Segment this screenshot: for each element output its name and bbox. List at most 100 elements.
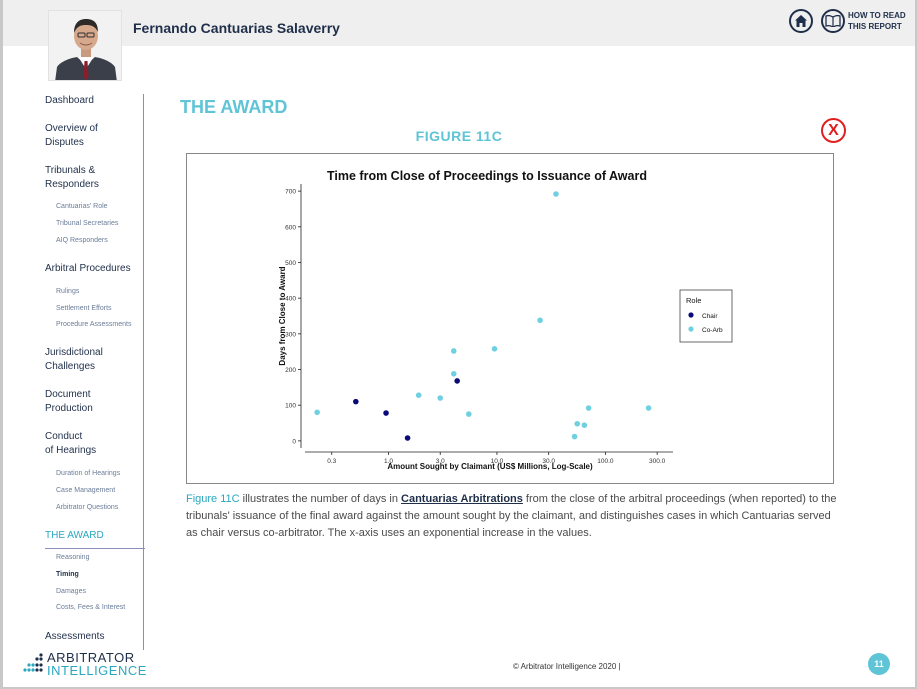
- y-tick-label: 400: [285, 296, 296, 303]
- sidebar-subitem-procedure-assessments[interactable]: Procedure Assessments: [56, 321, 132, 328]
- coarb-point: [553, 191, 559, 197]
- y-tick-label: 0: [292, 438, 296, 445]
- legend-title: Role: [686, 296, 701, 305]
- caption-link-arbitrations[interactable]: Cantuarias Arbitrations: [401, 493, 523, 505]
- report-page: Fernando Cantuarias Salaverry HOW TO REA…: [3, 0, 915, 687]
- sidebar-divider: [143, 94, 144, 650]
- sidebar-item-overview[interactable]: Overview of Disputes: [45, 122, 98, 150]
- sidebar-item-conduct[interactable]: Conduct of Hearings: [45, 430, 96, 458]
- home-button[interactable]: [789, 9, 813, 33]
- logo-text-line2: INTELLIGENCE: [47, 663, 147, 678]
- how-to-read-button[interactable]: [821, 9, 845, 33]
- sidebar-item-label: Disputes: [45, 137, 84, 148]
- chart-frame: Time from Close of Proceedings to Issuan…: [186, 153, 834, 484]
- portrait-image: [49, 11, 121, 80]
- section-title: THE AWARD: [180, 97, 288, 117]
- legend-label-coarb: Co-Arb: [702, 327, 723, 334]
- sidebar-subitem-cantuarias-role[interactable]: Cantuarias' Role: [56, 203, 108, 210]
- sidebar-item-the-award[interactable]: THE AWARD: [45, 530, 104, 541]
- coarb-point: [465, 411, 472, 417]
- x-tick-label: 3.0: [436, 458, 445, 465]
- coarb-point: [450, 370, 457, 377]
- how-to-read-line2: THIS REPORT: [848, 22, 902, 31]
- x-axis: 0.3 1.0 3.0 10.0 30.0 100.0 300.0: [305, 451, 673, 465]
- caption-figure-ref: Figure 11C: [186, 493, 240, 505]
- y-tick-label: 600: [285, 224, 296, 231]
- home-icon: [795, 15, 807, 27]
- logo-text-line1: ARBITRATOR: [47, 650, 135, 665]
- caption-text-2: from the close of the arbitral proceedin…: [186, 493, 837, 539]
- close-icon: X: [828, 121, 839, 139]
- x-tick-label: 30.0: [542, 458, 555, 465]
- coarb-point: [491, 346, 498, 352]
- profile-photo: [48, 10, 122, 81]
- legend-label-chair: Chair: [702, 313, 718, 320]
- sidebar-subitem-case-management[interactable]: Case Management: [56, 487, 116, 494]
- chart-title: Time from Close of Proceedings to Issuan…: [327, 169, 647, 183]
- coarb-point: [581, 422, 588, 428]
- sidebar-item-label: Tribunals &: [45, 165, 96, 176]
- y-tick-label: 100: [285, 403, 296, 410]
- y-tick-label: 500: [285, 260, 296, 267]
- sidebar-subitem-reasoning[interactable]: Reasoning: [56, 554, 90, 561]
- sidebar-item-jurisdictional[interactable]: Jurisdictional Challenges: [45, 346, 103, 374]
- sidebar-item-arbitral-procedures[interactable]: Arbitral Procedures: [45, 263, 131, 274]
- coarb-point: [585, 405, 592, 411]
- x-axis-label: Amount Sought by Claimant (US$ Millions,…: [387, 462, 593, 471]
- sidebar-item-label: Responders: [45, 179, 99, 190]
- active-underline: [45, 548, 145, 549]
- y-tick-label: 200: [285, 367, 296, 374]
- chair-point: [454, 378, 460, 384]
- chair-point: [404, 435, 411, 441]
- sidebar-subitem-aiq-responders[interactable]: AIQ Responders: [56, 237, 108, 244]
- coarb-point: [415, 392, 422, 398]
- scatter-chart: Time from Close of Proceedings to Issuan…: [278, 169, 733, 471]
- sidebar-subitem-timing[interactable]: Timing: [56, 571, 79, 578]
- sidebar-item-tribunals[interactable]: Tribunals & Responders: [45, 164, 99, 192]
- person-name: Fernando Cantuarias Salaverry: [133, 20, 340, 36]
- coarb-point: [571, 433, 578, 440]
- brand-logo: ARBITRATOR INTELLIGENCE: [23, 651, 146, 680]
- coarb-point: [437, 395, 444, 401]
- how-to-read-line1: HOW TO READ: [848, 11, 906, 20]
- sidebar-item-document-production[interactable]: Document Production: [45, 388, 93, 416]
- coarb-point: [314, 409, 320, 416]
- sidebar-subitem-duration[interactable]: Duration of Hearings: [56, 470, 121, 477]
- sidebar-item-label: Overview of: [45, 123, 98, 134]
- data-points: [314, 191, 652, 441]
- y-tick-label: 300: [285, 331, 296, 338]
- sidebar-subitem-tribunal-secretaries[interactable]: Tribunal Secretaries: [56, 220, 119, 227]
- y-axis-label: Days from Close to Award: [278, 266, 287, 365]
- sidebar-item-label: Challenges: [45, 361, 96, 372]
- caption-text-1: illustrates the number of days in: [239, 493, 402, 505]
- coarb-point: [450, 348, 457, 354]
- figure-title: FIGURE 11C: [415, 128, 503, 144]
- sidebar-item-label: Conduct: [45, 431, 83, 442]
- how-to-read-link[interactable]: HOW TO READ THIS REPORT: [848, 10, 906, 32]
- sidebar-subitem-settlement-efforts[interactable]: Settlement Efforts: [56, 305, 112, 312]
- sidebar-item-dashboard[interactable]: Dashboard: [45, 95, 94, 106]
- x-tick-label: 10.0: [491, 458, 504, 465]
- sidebar-subitem-rulings[interactable]: Rulings: [56, 288, 80, 295]
- sidebar-item-assessments[interactable]: Assessments: [45, 631, 105, 642]
- figure-caption: Figure 11C illustrates the number of day…: [186, 491, 842, 542]
- sidebar-subitem-damages[interactable]: Damages: [56, 588, 86, 595]
- x-tick-label: 300.0: [649, 458, 666, 465]
- sidebar-item-label: of Hearings: [45, 445, 97, 456]
- y-tick-label: 700: [285, 189, 296, 196]
- sidebar-subitem-arbitrator-questions[interactable]: Arbitrator Questions: [56, 504, 119, 511]
- sidebar-subitem-costs[interactable]: Costs, Fees & Interest: [56, 604, 126, 611]
- page-number-badge: 11: [868, 653, 890, 675]
- x-tick-label: 1.0: [384, 458, 393, 465]
- chair-point: [353, 398, 359, 405]
- legend-marker-chair: [688, 312, 694, 318]
- legend-marker-coarb: [688, 326, 694, 332]
- coarb-point: [574, 420, 581, 427]
- sidebar-item-label: Document: [45, 389, 91, 400]
- sidebar-item-label: Production: [45, 403, 93, 414]
- header-bar: Fernando Cantuarias Salaverry HOW TO REA…: [3, 0, 915, 46]
- legend: Role Chair Co-Arb: [679, 289, 733, 343]
- book-icon: [825, 15, 841, 27]
- copyright: © Arbitrator Intelligence 2020 |: [513, 662, 621, 671]
- close-button[interactable]: X: [821, 118, 846, 143]
